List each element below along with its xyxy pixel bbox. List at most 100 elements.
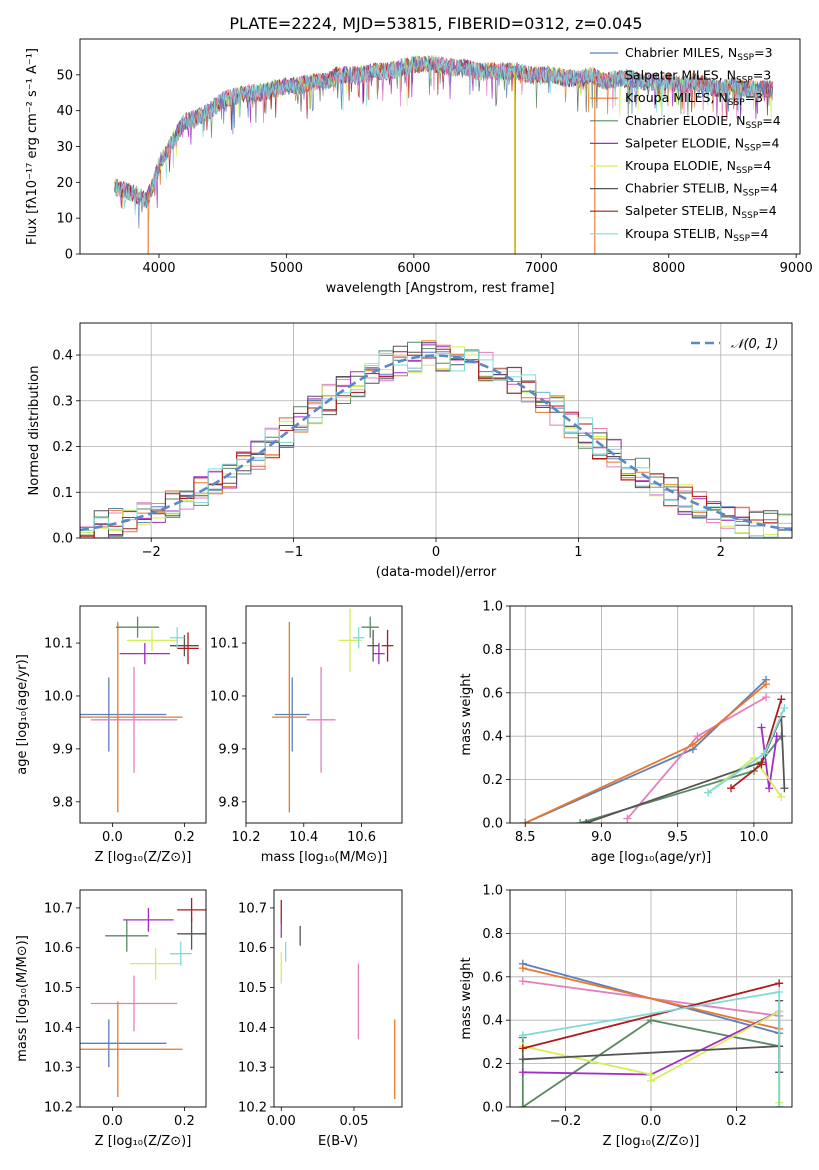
y-tick-label: 9.8 — [52, 795, 73, 810]
y-tick-label: 10.2 — [44, 1101, 73, 1116]
legend-tail: =4 — [761, 135, 779, 150]
series-marker — [688, 740, 697, 749]
legend-tail: =3 — [754, 45, 772, 60]
legend-name: Chabrier MILES, N — [625, 45, 737, 60]
y-tick-label: 10.1 — [44, 637, 73, 652]
y-tick-label: 10.6 — [44, 941, 73, 956]
x-axis-label: Z [log₁₀(Z/Z⊙)] — [95, 850, 192, 865]
spectrum-line — [114, 55, 761, 216]
legend-name: Salpeter MILES, N — [625, 68, 736, 83]
age-vs-Z-frame — [79, 605, 207, 824]
y-tick-label: 10.0 — [210, 689, 239, 704]
normal-curve — [80, 354, 792, 532]
series-marker — [775, 1103, 784, 1107]
series-marker — [518, 1031, 527, 1040]
y-tick-label: 10.2 — [238, 1101, 267, 1116]
figure-title: PLATE=2224, MJD=53815, FIBERID=0312, z=0… — [229, 14, 642, 33]
y-tick-label: 0.8 — [482, 643, 503, 658]
y-tick-label: 40 — [56, 104, 73, 119]
x-tick-label: −1 — [284, 545, 303, 560]
errorbar-point — [306, 666, 336, 773]
series-marker — [772, 732, 781, 741]
legend-sub: SSP — [744, 143, 761, 153]
mass-weight-vs-age-plot-area — [521, 675, 789, 823]
legend-sub: SSP — [737, 53, 754, 63]
x-tick-label: 7000 — [525, 261, 558, 276]
y-tick-label: 10.7 — [238, 901, 267, 916]
y-tick-label: 0.1 — [52, 486, 73, 501]
y-tick-label: 10.3 — [44, 1061, 73, 1076]
y-tick-label: 0.0 — [52, 532, 73, 547]
y-tick-label: 10 — [56, 212, 73, 227]
errorbar-point — [90, 666, 178, 773]
series-marker — [693, 732, 702, 741]
mass-weight-vs-Z-plot-area — [518, 959, 784, 1107]
residual-histogram-frame — [79, 322, 793, 539]
legend-label: Kroupa MILES, NSSP=3 — [625, 90, 763, 108]
series-marker — [582, 819, 591, 823]
x-tick-label: 10.0 — [739, 830, 768, 845]
mass-weight-vs-age-panel: 8.5 9.0 9.5 10.0 0.0 0.2 0.4 0.6 0.8 1.0 age [log₁… — [459, 600, 793, 865]
mass-vs-ebv-panel: 0.00 0.05 10.2 10.3 10.4 10.5 10.6 10.7 E(B-V) — [238, 889, 403, 1149]
series-marker — [704, 788, 713, 797]
y-tick-label: 0.4 — [482, 730, 503, 745]
x-tick-label: 6000 — [397, 261, 430, 276]
legend-sub: SSP — [743, 189, 760, 199]
x-tick-label: 10.6 — [347, 830, 376, 845]
errorbar-point — [123, 907, 174, 932]
errorbar-point — [177, 917, 206, 950]
age-vs-mass-plot-area — [272, 608, 394, 813]
y-tick-label: 1.0 — [482, 884, 503, 899]
legend-label: Chabrier ELODIE, NSSP=4 — [625, 113, 781, 131]
errorbar-point — [177, 897, 206, 922]
x-axis-label: age [log₁₀(age/yr)] — [591, 850, 712, 865]
y-axis-label: Flux [fλ10⁻¹⁷ erg cm⁻² s⁻¹ A⁻¹] — [25, 48, 40, 245]
errorbar-point — [119, 643, 170, 665]
x-tick-label: 5000 — [270, 261, 303, 276]
x-tick-label: 10.4 — [289, 830, 318, 845]
legend-name: Chabrier ELODIE, N — [625, 113, 745, 128]
x-tick-label: 9000 — [780, 261, 813, 276]
legend-name: Kroupa STELIB, N — [625, 226, 733, 241]
errorbar-point — [90, 975, 178, 1032]
series-marker — [647, 1016, 655, 1025]
legend-tail: =4 — [758, 203, 776, 218]
residual-histogram-plot-area — [80, 340, 792, 538]
age-vs-mass-frame — [245, 605, 403, 824]
y-tick-label: 0.3 — [52, 394, 73, 409]
x-tick-label: 0.2 — [726, 1114, 747, 1129]
x-tick-label: 10.2 — [232, 830, 261, 845]
x-tick-label: 9.5 — [667, 830, 688, 845]
age-vs-Z-panel: 0.0 0.2 9.8 9.9 10.0 10.1 Z [log₁₀(Z/Z⊙)] age [… — [15, 605, 207, 865]
y-tick-label: 0 — [65, 248, 73, 263]
series-marker — [576, 819, 585, 823]
series-marker — [765, 784, 774, 793]
y-tick-label: 1.0 — [482, 600, 503, 615]
y-tick-label: 10.5 — [44, 981, 73, 996]
x-axis-label: (data-model)/error — [376, 565, 497, 580]
y-axis-label: mass [log₁₀(M/M⊙)] — [15, 935, 30, 1062]
errorbar-point — [352, 627, 365, 649]
series-marker — [521, 819, 530, 823]
errorbar-point — [80, 1019, 167, 1068]
y-tick-label: 0.0 — [482, 1101, 503, 1116]
legend-label: Salpeter MILES, NSSP=3 — [625, 68, 771, 86]
series-marker — [777, 792, 786, 801]
series-marker — [762, 693, 771, 702]
series-marker — [518, 964, 527, 973]
x-axis-label: Z [log₁₀(Z/Z⊙)] — [603, 1134, 700, 1149]
legend-sub: SSP — [741, 211, 758, 221]
mass-vs-ebv-frame — [273, 889, 403, 1108]
mass-vs-Z-panel: 0.0 0.2 10.2 10.3 10.4 10.5 10.6 10.7 Z [log₁₀(Z… — [15, 889, 207, 1149]
legend-name: Chabrier STELIB, N — [625, 181, 743, 196]
series-marker — [757, 760, 766, 769]
panels: 4000 5000 6000 7000 8000 900001020304050wavel… — [15, 38, 813, 1149]
legend-tail: =4 — [760, 181, 778, 196]
series-marker — [518, 1103, 527, 1107]
series-marker — [775, 979, 784, 988]
series-line — [522, 982, 780, 1050]
y-axis-label: mass weight — [459, 957, 474, 1039]
y-axis-label: Normed distribution — [27, 366, 42, 496]
series-marker — [775, 987, 784, 996]
y-tick-label: 10.6 — [238, 941, 267, 956]
